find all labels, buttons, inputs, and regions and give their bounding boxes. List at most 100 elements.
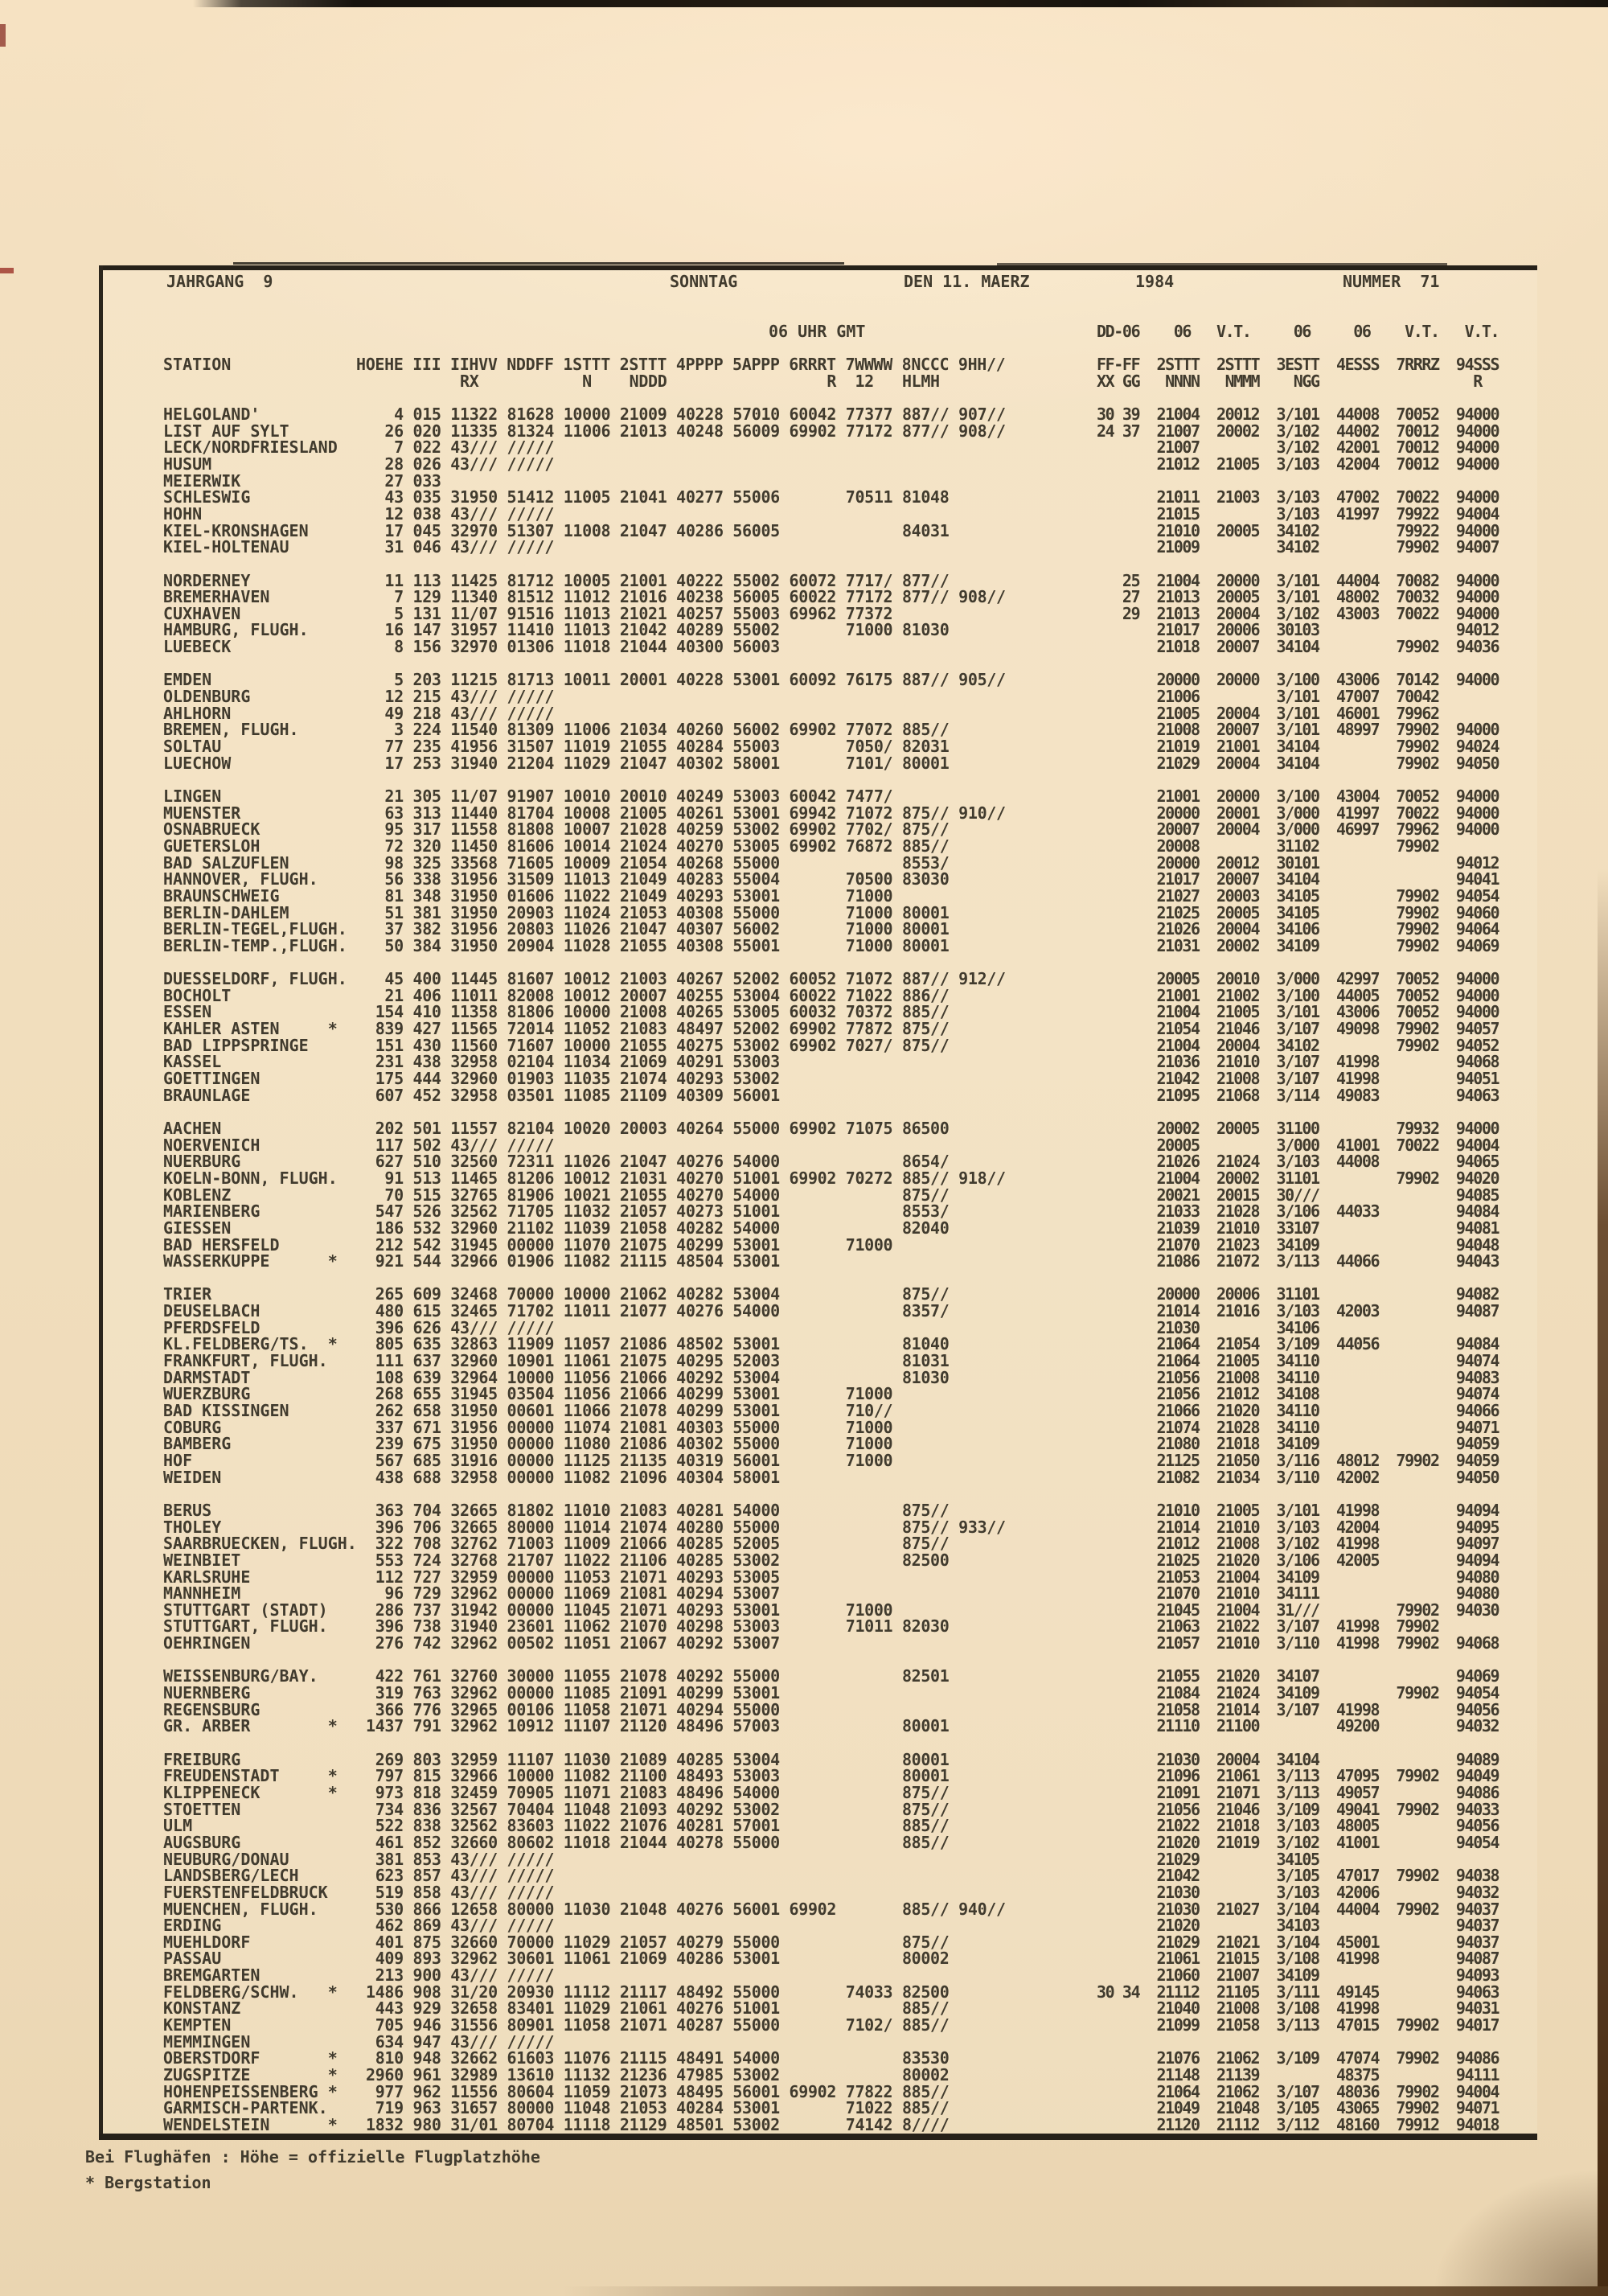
synop-data-left: 547 526 32562 71705 11032 21057 40273 51…: [366, 1201, 950, 1221]
table-row: FELDBERG/SCHW. * 1486 908 31/20 20930 111…: [0, 1982, 1608, 2002]
table-row: HOF 567 685 31916 00000 11125 21135 4031…: [0, 1451, 1608, 1470]
station-name: AUGSBURG: [163, 1833, 241, 1852]
station-name: ERDING: [163, 1916, 222, 1935]
synop-data-right: 21017 20007 34104 94041: [1097, 869, 1499, 889]
table-row: BAD SALZUFLEN 98 325 33568 71605 10009 2…: [0, 853, 1608, 873]
synop-data-left: 28 026 43/// /////: [366, 454, 555, 474]
synop-data-left: 409 893 32962 30601 11061 21069 40286 53…: [366, 1949, 950, 1968]
jahrgang-label: JAHRGANG 9: [166, 272, 273, 291]
table-row: CUXHAVEN 5 131 11/07 91516 11013 21021 4…: [0, 604, 1608, 623]
station-name: HUSUM: [163, 454, 212, 474]
synop-data-left: 607 452 32958 03501 11085 21109 40309 56…: [366, 1086, 781, 1105]
station-name: DEUSELBACH: [163, 1301, 260, 1321]
synop-data-left: 977 962 11556 80604 11059 21073 48495 56…: [366, 2082, 950, 2101]
synop-data-right: 21015 3/103 41997 79922 94004: [1097, 504, 1499, 524]
synop-data-right: 21022 21018 3/103 48005 94056: [1097, 1816, 1499, 1835]
synop-data-right: 21007 3/102 42001 70012 94000: [1097, 437, 1499, 457]
synop-data-right: 21082 21034 3/110 42002 94050: [1097, 1468, 1499, 1487]
station-name: HOHN: [163, 504, 203, 524]
synop-data-left: 56 338 31956 31509 11013 21049 40283 550…: [366, 869, 950, 889]
synop-data-left: 8 156 32970 01306 11018 21044 40300 5600…: [366, 637, 780, 656]
table-row: REGENSBURG 366 776 32965 00106 11058 210…: [0, 1700, 1608, 1719]
scan-edge-top: [0, 0, 1608, 7]
synop-data-right: 21039 21010 33107 94081: [1097, 1218, 1499, 1238]
synop-data-left: 111 637 32960 10901 11061 21075 40295 52…: [366, 1351, 950, 1370]
station-name: KASSEL: [163, 1052, 222, 1071]
station-name: FREUDENSTADT *: [163, 1766, 338, 1785]
table-row: KL.FELDBERG/TS. * 805 635 32863 11909 11…: [0, 1334, 1608, 1353]
table-row: GIESSEN 186 532 32960 21102 11039 21058 …: [0, 1218, 1608, 1238]
scan-corner-shadow: [1431, 2167, 1608, 2296]
synop-data-right: 21009 34102 79902 94007: [1097, 537, 1499, 557]
synop-data-right: 21148 21139 48375 94111: [1097, 2065, 1499, 2084]
synop-data-right: 21058 21014 3/107 41998 94056: [1097, 1700, 1499, 1719]
synop-data-left: 91 513 11465 81206 10012 21031 40270 510…: [366, 1169, 1006, 1188]
synop-data-left: 1437 791 32962 10912 11107 21120 48496 5…: [366, 1716, 950, 1735]
station-name: BAD KISSINGEN: [163, 1401, 289, 1420]
station-name: ESSEN: [163, 1002, 212, 1021]
synop-data-right: 21055 21020 34107 94069: [1097, 1666, 1499, 1686]
table-row: ZUGSPITZE * 2960 961 32989 13610 11132 21…: [0, 2065, 1608, 2084]
synop-data-right: 21029 34105: [1097, 1850, 1320, 1869]
synop-data-left: 480 615 32465 71702 11011 21077 40276 54…: [366, 1301, 950, 1321]
synop-data-left: 51 381 31950 20903 11024 21053 40308 550…: [366, 903, 950, 922]
synop-data-right: 21042 21008 3/107 41998 94051: [1097, 1069, 1499, 1088]
station-name: OEHRINGEN: [163, 1633, 251, 1653]
table-row: TRIER 265 609 32468 70000 10000 21062 40…: [0, 1284, 1608, 1304]
station-name: NEUBURG/DONAU: [163, 1850, 289, 1869]
table-row: GARMISCH-PARTENK. 719 963 31657 80000 11…: [0, 2098, 1608, 2117]
table-row: MANNHEIM 96 729 32962 00000 11069 21081 …: [0, 1583, 1608, 1603]
synop-data-left: 363 704 32665 81802 11010 21083 40281 54…: [366, 1501, 950, 1520]
synop-data-right: 21017 20006 30103 94012: [1097, 620, 1499, 639]
synop-data-left: 96 729 32962 00000 11069 21081 40294 530…: [366, 1583, 780, 1603]
synop-data-left: 1832 980 31/01 80704 11118 21129 48501 5…: [366, 2115, 950, 2134]
synop-data-left: 567 685 31916 00000 11125 21135 40319 56…: [366, 1451, 893, 1470]
station-name: WUERZBURG: [163, 1384, 251, 1403]
nummer-label: NUMMER 71: [1343, 272, 1440, 291]
synop-data-right: 21049 21048 3/105 43065 79902 94071: [1097, 2098, 1499, 2117]
table-row: ULM 522 838 32562 83603 11022 21076 4028…: [0, 1816, 1608, 1835]
table-row: SCHLESWIG 43 035 31950 51412 11005 21041…: [0, 487, 1608, 507]
synop-data-left: 623 857 43/// /////: [366, 1866, 555, 1885]
station-name: LUEBECK: [163, 637, 232, 656]
year-label: 1984: [1135, 272, 1175, 291]
synop-data-left: 461 852 32660 80602 11018 21044 40278 55…: [366, 1833, 950, 1852]
synop-data-right: 21036 21010 3/107 41998 94068: [1097, 1052, 1499, 1071]
station-name: KLIPPENECK *: [163, 1783, 338, 1802]
synop-data-right: 21061 21015 3/108 41998 94087: [1097, 1949, 1499, 1968]
synop-data-left: 239 675 31950 00000 11080 21086 40302 55…: [366, 1434, 893, 1453]
synop-data-right: 21030 34106: [1097, 1318, 1320, 1337]
synop-data-left: 45 400 11445 81607 10012 21003 40267 520…: [366, 969, 1006, 988]
synop-data-right: 30 39 21004 20012 3/101 44008 70052 9400…: [1097, 405, 1500, 424]
station-name: SCHLESWIG: [163, 487, 251, 507]
table-row: MUEHLDORF 401 875 32660 70000 11029 2105…: [0, 1933, 1608, 1952]
synop-data-left: 268 655 31945 03504 11056 21066 40299 53…: [366, 1384, 893, 1403]
synop-data-left: 634 947 43/// /////: [366, 2032, 555, 2052]
station-name: GOETTINGEN: [163, 1069, 260, 1088]
synop-data-right: 30 34 21112 21105 3/111 49145 94063: [1097, 1982, 1500, 2002]
synop-data-left: 805 635 32863 11909 11057 21086 48502 53…: [366, 1334, 950, 1353]
synop-data-left: 553 724 32768 21707 11022 21106 40285 53…: [366, 1551, 950, 1570]
synop-data-left: 21 406 11011 82008 10012 20007 40255 530…: [366, 986, 950, 1005]
synop-data-right: 20007 20004 3/000 46997 79962 94000: [1097, 819, 1499, 839]
synop-data-right: 21010 20005 34102 79922 94000: [1097, 521, 1499, 540]
table-row: OSNABRUECK 95 317 11558 81808 10007 2102…: [0, 819, 1608, 839]
table-row: KONSTANZ 443 929 32658 83401 11029 21061…: [0, 1998, 1608, 2018]
table-row: KOELN-BONN, FLUGH. 91 513 11465 81206 10…: [0, 1169, 1608, 1188]
station-name: THOLEY: [163, 1518, 222, 1537]
table-row: MUENSTER 63 313 11440 81704 10008 21005 …: [0, 803, 1608, 823]
table-row: BERLIN-DAHLEM 51 381 31950 20903 11024 2…: [0, 903, 1608, 922]
station-name: NUERNBERG: [163, 1683, 251, 1702]
table-row: BERLIN-TEGEL,FLUGH. 37 382 31956 20803 1…: [0, 919, 1608, 939]
table-row: HOHENPEISSENBERG * 977 962 11556 80604 1…: [0, 2082, 1608, 2101]
table-row: WUERZBURG 268 655 31945 03504 11056 2106…: [0, 1384, 1608, 1403]
station-name: LUECHOW: [163, 754, 232, 773]
synop-data-right: 21020 21019 3/102 41001 94054: [1097, 1833, 1499, 1852]
synop-data-left: 322 708 32762 71003 11009 21066 40285 52…: [366, 1534, 950, 1553]
synop-data-right: 25 21004 20000 3/101 44004 70082 94000: [1097, 571, 1500, 590]
synop-data-left: 401 875 32660 70000 11029 21057 40279 55…: [366, 1933, 950, 1952]
station-name: BERLIN-DAHLEM: [163, 903, 289, 922]
scan-edge-right: [1598, 869, 1608, 2296]
column-header-left-block: HOEHE III IIHVV NDDFF 1STTT 2STTT 4PPPP …: [356, 355, 1006, 374]
table-row: FRANKFURT, FLUGH. 111 637 32960 10901 11…: [0, 1351, 1608, 1370]
